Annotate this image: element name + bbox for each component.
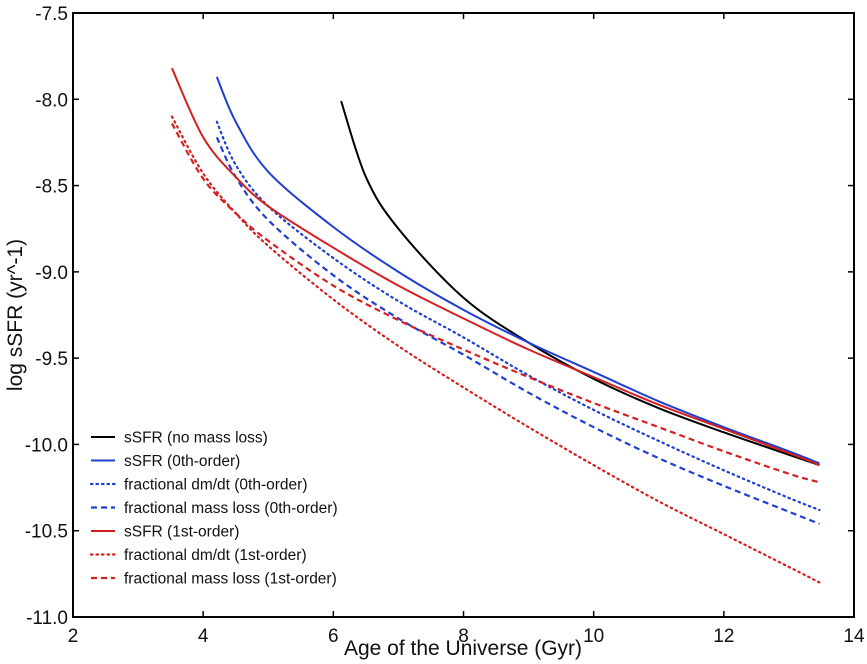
series-line-3 xyxy=(215,136,820,525)
legend: sSFR (no mass loss) sSFR (0th-order) fract… xyxy=(89,430,338,588)
y-axis: -7.5 -8.0 -8.5 -9.0 -9.5 -10.0 -10.5 -11.0 xyxy=(25,4,854,629)
x-tick-label: 4 xyxy=(198,626,209,647)
y-tick-label: -9.5 xyxy=(35,349,68,370)
y-tick-label: -10.0 xyxy=(25,435,68,456)
legend-label: fractional mass loss (0th-order) xyxy=(124,500,338,517)
legend-item: fractional mass loss (1st-order) xyxy=(91,571,337,588)
series-line-4 xyxy=(171,67,820,467)
legend-item: fractional mass loss (0th-order) xyxy=(91,500,338,517)
legend-label: fractional dm/dt (0th-order) xyxy=(124,477,308,494)
x-tick-label: 10 xyxy=(583,626,604,647)
y-tick-label: -9.0 xyxy=(35,263,68,284)
legend-label: sSFR (1st-order) xyxy=(124,524,239,541)
x-tick-label: 6 xyxy=(328,626,339,647)
x-tick-label: 12 xyxy=(713,626,734,647)
legend-item: fractional dm/dt (1st-order) xyxy=(89,547,307,564)
y-tick-label: -7.5 xyxy=(35,4,68,25)
legend-label: fractional dm/dt (1st-order) xyxy=(124,547,307,564)
y-tick-label: -11.0 xyxy=(26,608,68,629)
x-axis-label: Age of the Universe (Gyr) xyxy=(344,637,582,660)
series-line-6 xyxy=(170,122,820,484)
series-layer xyxy=(170,67,821,584)
y-tick-label: -8.0 xyxy=(35,90,68,111)
x-tick-label: 2 xyxy=(68,626,79,647)
legend-label: sSFR (0th-order) xyxy=(124,453,240,470)
legend-item: sSFR (no mass loss) xyxy=(91,430,268,447)
series-line-0 xyxy=(340,100,820,467)
y-axis-label: log sSFR (yr^-1) xyxy=(4,239,27,391)
x-tick-label: 14 xyxy=(843,626,865,647)
legend-label: fractional mass loss (1st-order) xyxy=(124,571,337,588)
plot-background xyxy=(73,13,854,617)
legend-item: fractional dm/dt (0th-order) xyxy=(89,477,308,494)
x-axis: 2 4 6 8 10 12 14 xyxy=(68,13,865,647)
x-tick-label: 8 xyxy=(458,626,469,647)
y-tick-label: -8.5 xyxy=(35,177,68,198)
legend-item: sSFR (0th-order) xyxy=(91,453,240,470)
legend-item: sSFR (1st-order) xyxy=(91,524,239,541)
legend-label: sSFR (no mass loss) xyxy=(124,430,268,447)
series-line-1 xyxy=(215,76,820,465)
y-tick-label: -10.5 xyxy=(25,522,68,543)
